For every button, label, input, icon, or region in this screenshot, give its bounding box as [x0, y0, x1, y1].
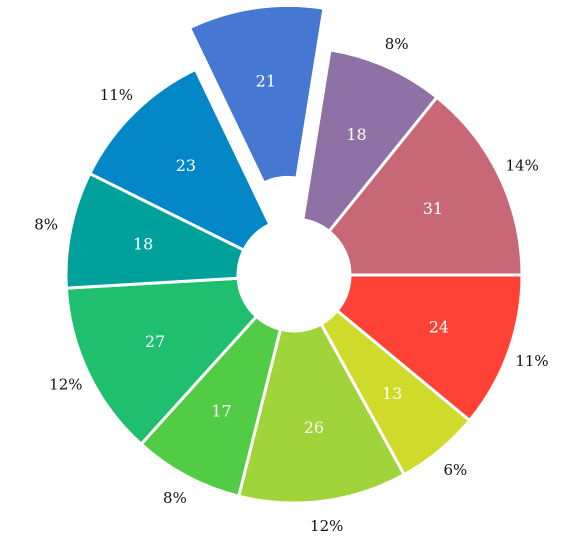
slice-value-label-4: 27: [145, 332, 165, 351]
pie-slice-0: [335, 273, 524, 423]
slice-percent-label-6: 11%: [100, 86, 133, 104]
pie-slice-3: [138, 314, 283, 499]
slice-value-label-9: 31: [423, 199, 443, 218]
slice-value-label-0: 24: [429, 318, 449, 337]
pie-slice-7: [187, 3, 326, 185]
slice-value-label-1: 13: [382, 384, 402, 403]
slice-percent-label-5: 8%: [34, 215, 58, 233]
pie-slice-6: [87, 67, 272, 253]
pie-slice-8: [301, 48, 439, 234]
pie-slice-5: [64, 171, 246, 290]
slice-percent-label-2: 12%: [310, 517, 343, 535]
slice-percent-label-9: 14%: [505, 157, 538, 175]
slice-percent-label-4: 12%: [49, 375, 82, 393]
slice-value-label-2: 26: [304, 418, 324, 437]
slice-percent-label-0: 11%: [515, 352, 548, 370]
slice-value-label-8: 18: [346, 125, 366, 144]
labels-layer: 2411%136%2612%178%2712%188%2311%2110%188…: [34, 35, 548, 535]
slices-layer: [64, 3, 524, 505]
slice-percent-label-1: 6%: [443, 461, 467, 479]
slice-value-label-7: 21: [256, 72, 276, 91]
pie-slice-1: [319, 308, 472, 477]
slice-percent-label-3: 8%: [163, 489, 187, 507]
slice-percent-label-8: 8%: [385, 35, 409, 53]
pie-slice-4: [64, 276, 259, 447]
pie-slice-9: [326, 95, 524, 277]
slice-value-label-6: 23: [176, 156, 196, 175]
slice-value-label-3: 17: [211, 401, 231, 420]
slice-value-label-5: 18: [133, 235, 153, 254]
pie-slice-2: [236, 321, 407, 505]
